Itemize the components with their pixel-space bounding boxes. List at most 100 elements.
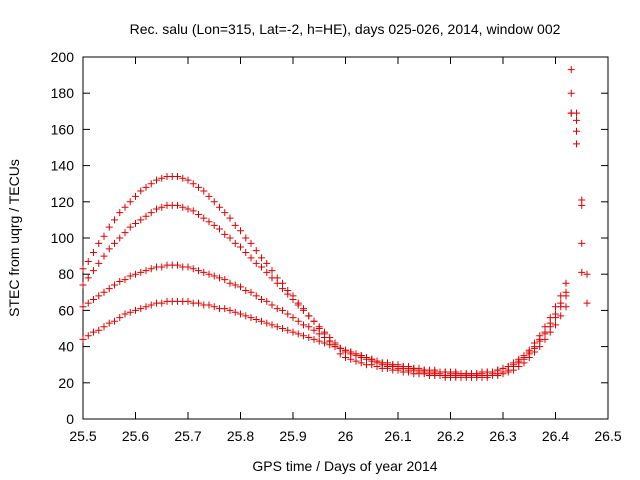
data-point [158, 299, 166, 307]
data-point [279, 325, 286, 332]
data-point [216, 203, 223, 211]
data-point [184, 205, 192, 213]
x-tick-label: 25.7 [174, 428, 201, 444]
data-point [195, 210, 202, 218]
data-point [116, 234, 124, 242]
data-point [90, 328, 97, 336]
data-point [158, 263, 166, 271]
data-point [79, 335, 87, 343]
data-point [546, 328, 554, 336]
data-point [368, 361, 376, 369]
data-point [305, 323, 313, 331]
data-point [242, 312, 250, 320]
data-point [578, 196, 586, 204]
data-point [305, 312, 313, 320]
y-tick-label: 120 [51, 194, 75, 210]
data-point [174, 201, 181, 209]
chart-title: Rec. salu (Lon=315, Lat=-2, h=HE), days … [130, 21, 561, 37]
data-point [126, 223, 134, 231]
y-tick-label: 160 [51, 121, 75, 137]
data-point [557, 312, 565, 320]
data-point [520, 359, 528, 367]
data-point [79, 265, 87, 273]
y-tick-label: 140 [51, 158, 75, 174]
data-point [210, 221, 218, 229]
data-point [121, 310, 129, 318]
data-point [258, 254, 265, 262]
data-point [510, 366, 517, 374]
data-point [352, 357, 360, 365]
data-point [321, 330, 328, 338]
data-point [121, 276, 129, 284]
data-point [126, 308, 134, 316]
x-tick-label: 26 [338, 428, 354, 444]
data-point [284, 326, 292, 334]
data-point [105, 285, 113, 293]
data-point [216, 225, 223, 233]
data-point [268, 267, 276, 275]
data-point [195, 299, 202, 307]
y-axis-label: STEC from uqrg / TECUs [6, 159, 22, 317]
x-tick-label: 26.5 [594, 428, 621, 444]
data-point [200, 214, 208, 222]
data-point [111, 317, 118, 325]
data-point [126, 198, 134, 206]
data-point [258, 263, 265, 271]
data-point [105, 245, 113, 253]
data-point [515, 363, 523, 371]
data-point [263, 259, 271, 267]
data-point [111, 239, 118, 247]
data-point [573, 140, 580, 148]
data-point [142, 212, 150, 220]
data-point [242, 286, 250, 294]
data-point [347, 355, 355, 363]
data-point [179, 174, 187, 182]
data-point [552, 321, 559, 329]
data-point [300, 305, 307, 313]
data-point [231, 281, 239, 289]
data-point [279, 306, 286, 314]
data-point [79, 303, 87, 311]
data-point [121, 229, 129, 237]
data-point [132, 220, 139, 228]
data-point [310, 326, 318, 334]
data-point [273, 274, 281, 282]
x-axis: 25.5 25.6 25.7 25.8 25.9 26 26.1 26.2 26.3 26.4 26… [69, 57, 622, 444]
data-point [573, 109, 580, 117]
data-point [147, 209, 155, 217]
data-point [279, 279, 286, 287]
data-point [483, 373, 491, 381]
y-tick-label: 200 [51, 49, 75, 65]
data-point [90, 267, 97, 275]
data-point [231, 239, 239, 247]
y-tick-label: 100 [51, 230, 75, 246]
data-point [567, 66, 575, 74]
data-point [310, 335, 318, 343]
data-point [142, 303, 150, 311]
data-point [573, 127, 580, 135]
data-point [105, 223, 113, 231]
data-point [137, 305, 145, 313]
x-tick-label: 26.4 [542, 428, 569, 444]
data-point [205, 192, 213, 200]
data-point [189, 180, 197, 188]
data-point [567, 89, 575, 97]
data-point [132, 192, 139, 200]
data-point [147, 301, 155, 309]
data-point [310, 317, 318, 325]
data-point [137, 216, 145, 224]
data-point [205, 270, 213, 278]
data-point [394, 366, 402, 374]
data-point [578, 268, 586, 276]
x-tick-label: 25.5 [69, 428, 96, 444]
data-point [247, 254, 255, 262]
data-point [195, 183, 202, 191]
data-point [84, 299, 92, 307]
data-point [84, 274, 92, 282]
data-point [153, 205, 160, 213]
data-point [95, 239, 103, 247]
data-point [242, 234, 250, 242]
data-point [195, 267, 202, 275]
data-point [289, 314, 297, 322]
data-point [336, 350, 344, 358]
